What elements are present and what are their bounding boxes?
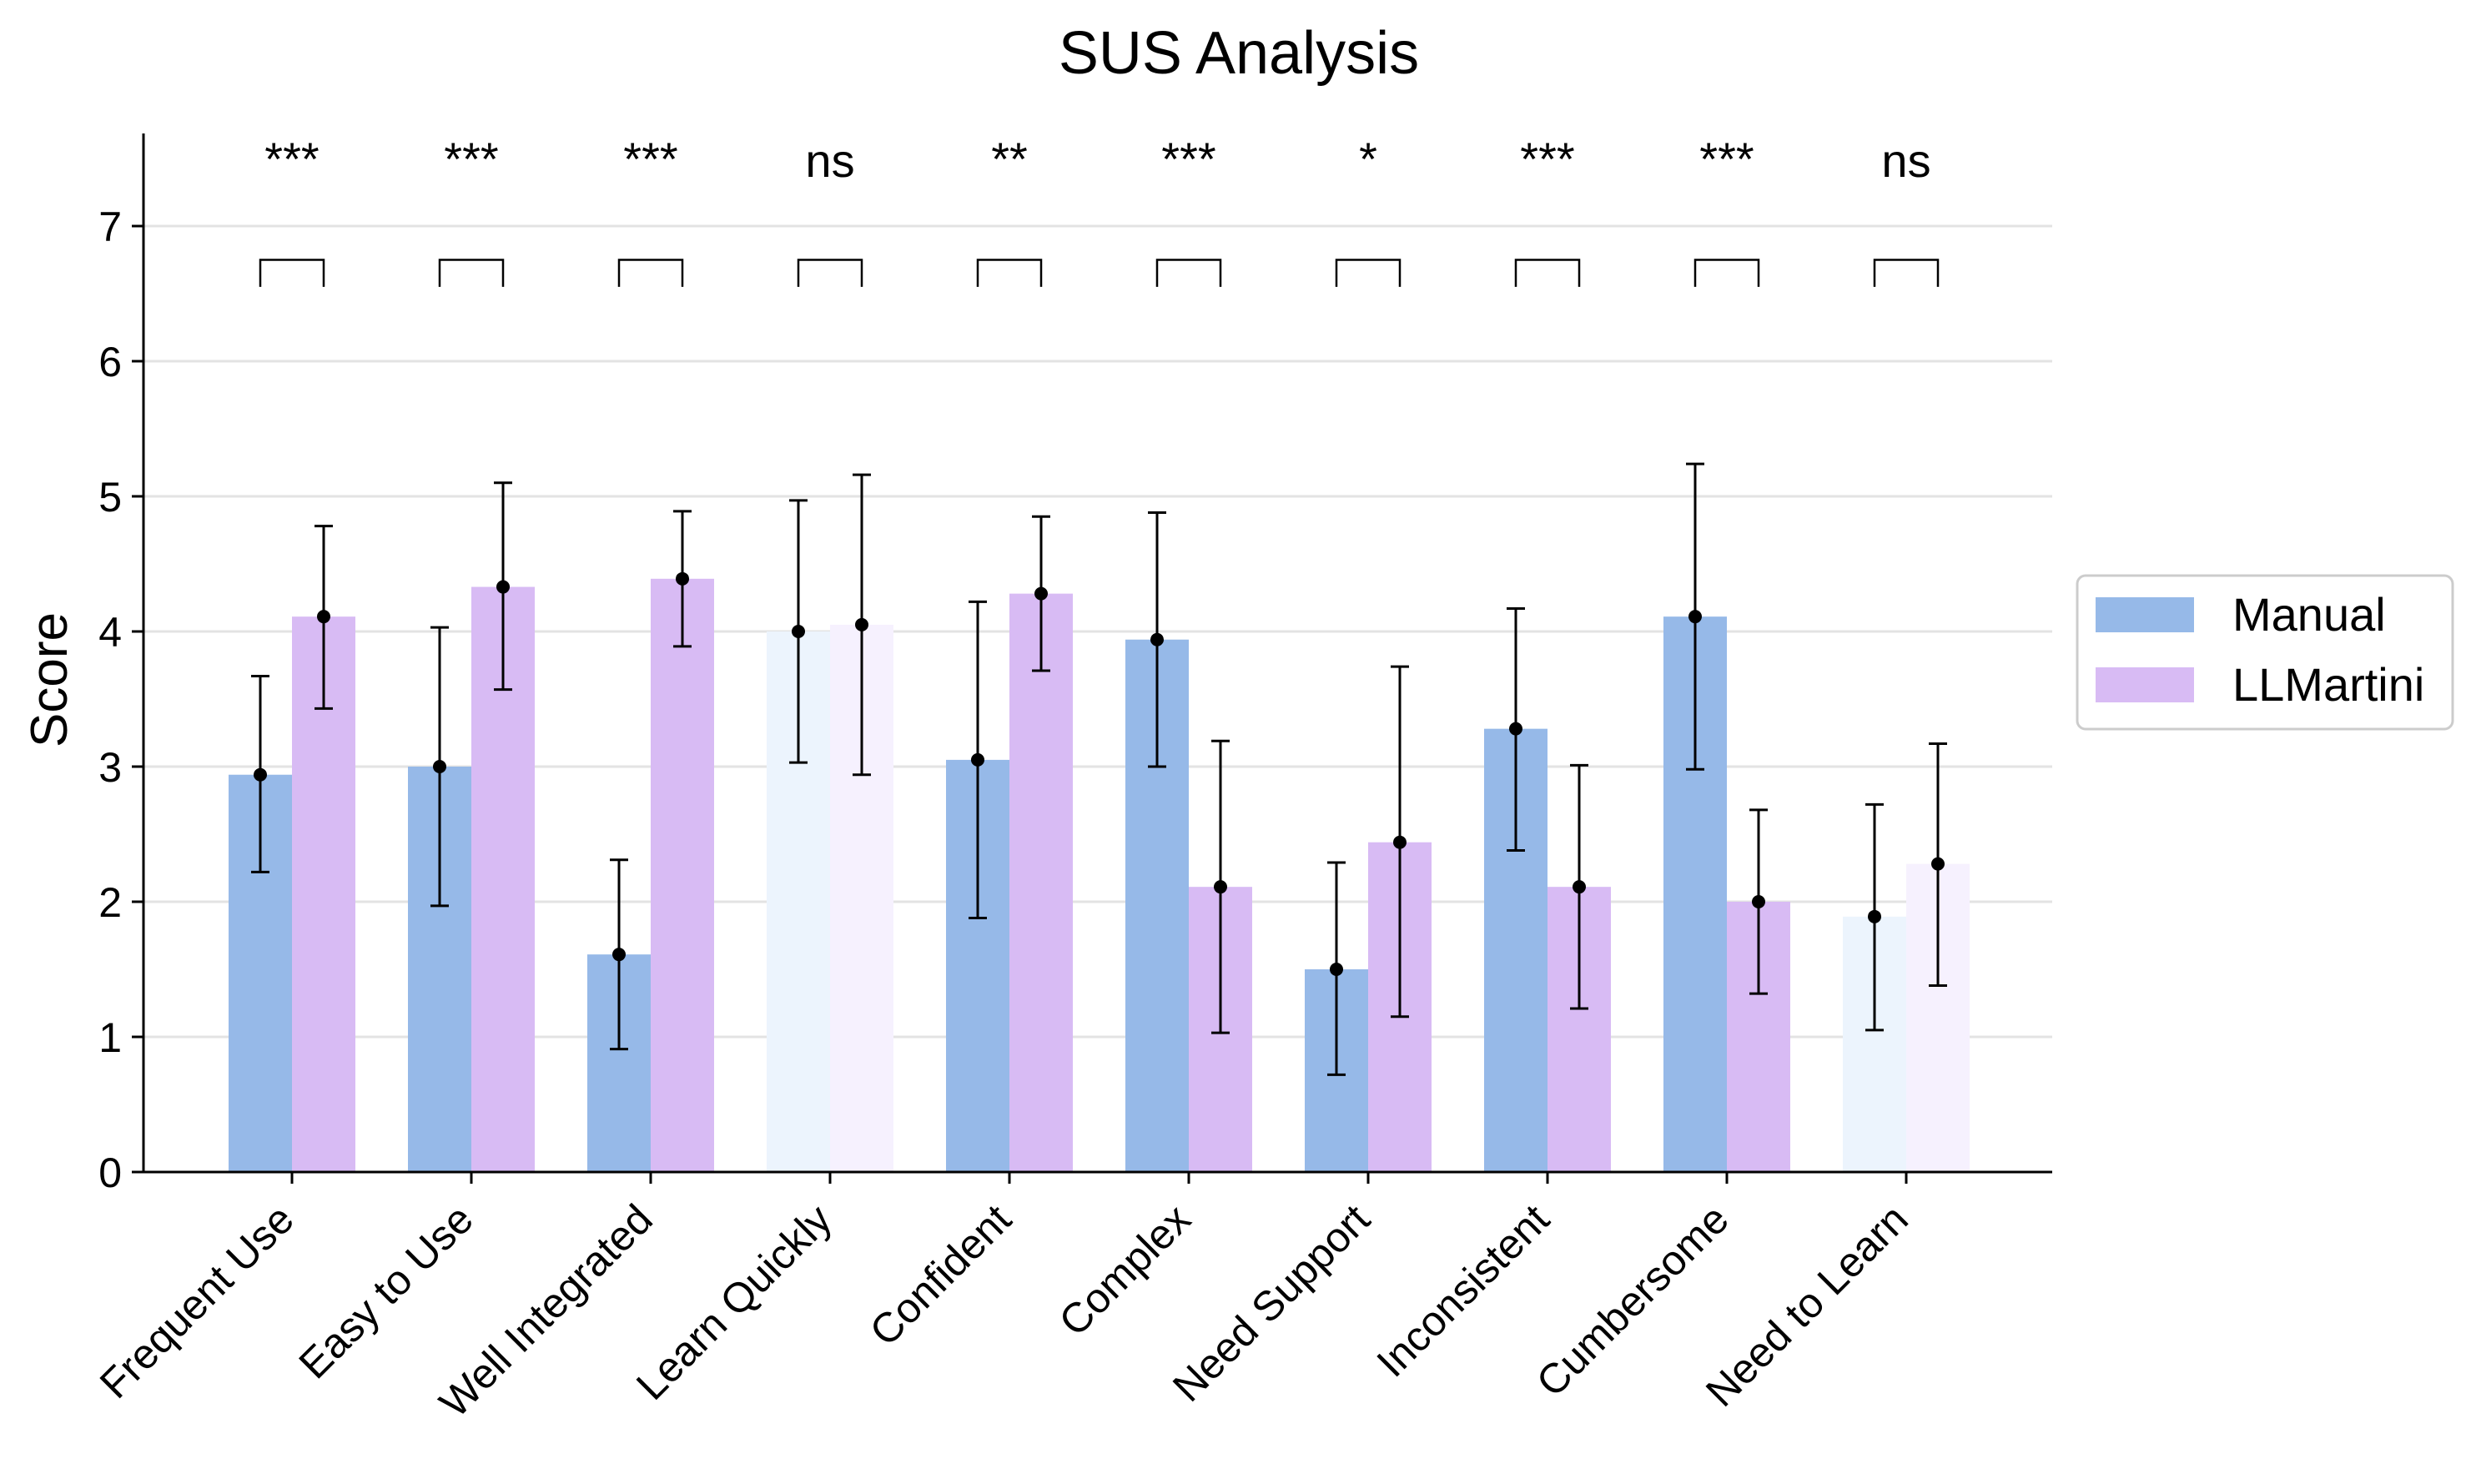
y-axis-label: Score <box>21 612 78 747</box>
significance-label-cumbersome: *** <box>1699 133 1754 185</box>
significance-label-inconsistent: *** <box>1520 133 1574 185</box>
mean-point-llmartini-confident <box>1034 586 1048 601</box>
mean-point-manual-frequent-use <box>254 767 267 782</box>
mean-point-llmartini-frequent-use <box>317 610 330 624</box>
legend-label-manual: Manual <box>2232 588 2386 641</box>
significance-bracket-cumbersome <box>1693 259 1760 287</box>
legend-swatch-llmartini <box>2096 667 2194 702</box>
mean-point-manual-confident <box>971 752 984 767</box>
mean-point-llmartini-complex <box>1214 880 1227 894</box>
significance-bracket-need-support <box>1335 259 1402 287</box>
mean-point-llmartini-easy-to-use <box>496 580 510 594</box>
significance-label-well-integrated: *** <box>623 133 677 185</box>
significance-label-learn-quickly: ns <box>805 134 854 187</box>
y-tick-label-6: 6 <box>98 339 122 385</box>
legend-label-llmartini: LLMartini <box>2232 658 2424 711</box>
y-tick-label-5: 5 <box>98 474 122 521</box>
significance-annotations: *** *** *** ns ** *** * *** *** ns <box>259 133 1940 287</box>
mean-point-manual-well-integrated <box>612 948 626 962</box>
legend: Manual LLMartini <box>2076 574 2454 731</box>
significance-bracket-learn-quickly <box>797 259 863 287</box>
y-tick-label-2: 2 <box>98 879 122 926</box>
y-tick-label-0: 0 <box>98 1149 122 1196</box>
mean-point-llmartini-need-to-learn <box>1931 857 1945 871</box>
y-tick-label-1: 1 <box>98 1014 122 1061</box>
significance-bracket-need-to-learn <box>1873 259 1940 287</box>
x-tick-label-complex: Complex <box>1050 1195 1200 1345</box>
mean-point-llmartini-cumbersome <box>1752 895 1765 908</box>
y-tick-label-3: 3 <box>98 744 122 791</box>
error-bars <box>251 462 1947 1076</box>
x-tick-label-inconsistent: Inconsistent <box>1368 1195 1558 1386</box>
axes <box>142 133 2052 1174</box>
mean-point-manual-need-support <box>1330 963 1343 976</box>
significance-bracket-confident <box>976 259 1043 287</box>
y-ticks: 0 1 2 3 4 5 6 7 <box>98 204 143 1196</box>
mean-point-manual-cumbersome <box>1688 610 1702 624</box>
significance-label-frequent-use: *** <box>264 133 319 185</box>
bar-llmartini-confident <box>1009 593 1073 1172</box>
significance-label-need-to-learn: ns <box>1881 134 1930 187</box>
mean-point-llmartini-need-support <box>1393 835 1407 849</box>
mean-point-manual-need-to-learn <box>1868 909 1881 923</box>
mean-point-manual-easy-to-use <box>433 760 446 773</box>
legend-swatch-manual <box>2096 597 2194 632</box>
y-tick-label-7: 7 <box>98 204 122 250</box>
x-tick-label-frequent-use: Frequent Use <box>91 1195 303 1407</box>
significance-bracket-complex <box>1155 259 1222 287</box>
bar-llmartini-well-integrated <box>651 578 714 1172</box>
mean-point-llmartini-well-integrated <box>676 571 689 586</box>
y-tick-label-4: 4 <box>98 609 122 656</box>
significance-bracket-frequent-use <box>259 259 325 287</box>
significance-label-need-support: * <box>1359 133 1377 185</box>
significance-bracket-well-integrated <box>617 259 684 287</box>
bars <box>229 578 1970 1172</box>
x-tick-label-confident: Confident <box>861 1195 1020 1355</box>
significance-label-confident: ** <box>991 133 1028 185</box>
chart-title: SUS Analysis <box>1059 20 1419 87</box>
significance-label-easy-to-use: *** <box>444 133 498 185</box>
significance-label-complex: *** <box>1161 133 1215 185</box>
x-tick-label-easy-to-use: Easy to Use <box>290 1195 482 1387</box>
mean-point-manual-learn-quickly <box>792 625 805 638</box>
mean-point-manual-complex <box>1150 632 1164 646</box>
mean-point-llmartini-inconsistent <box>1573 880 1586 894</box>
mean-point-llmartini-learn-quickly <box>855 617 868 631</box>
mean-point-manual-inconsistent <box>1509 722 1522 736</box>
significance-bracket-inconsistent <box>1514 259 1581 287</box>
significance-bracket-easy-to-use <box>438 259 505 287</box>
